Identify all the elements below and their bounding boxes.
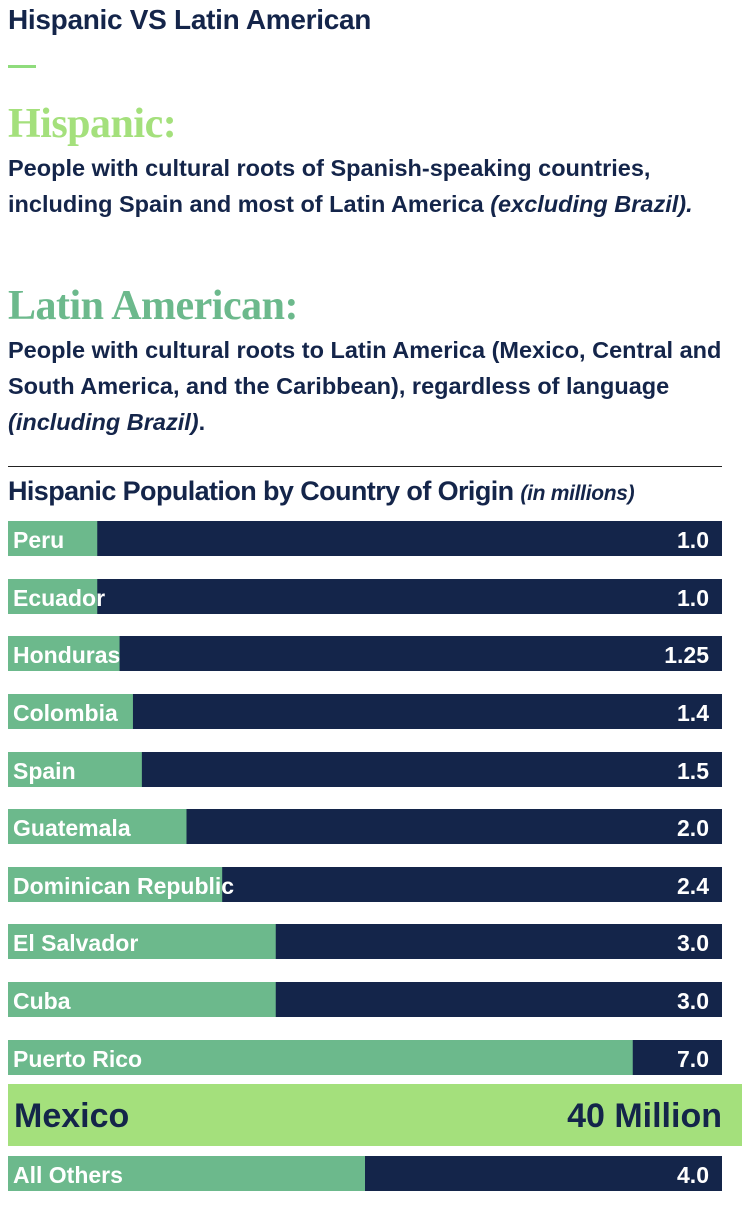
bar-honduras [8, 636, 120, 671]
bar-value-peru: 1.0 [677, 527, 709, 553]
latin-american-heading: Latin American: [8, 283, 298, 329]
bar-ecuador [8, 579, 98, 614]
bar-all-others [8, 1156, 365, 1191]
bar-label-colombia: Colombia [13, 700, 118, 726]
page-title: Hispanic VS Latin American [8, 4, 372, 35]
accent-dash [8, 65, 36, 68]
bar-value-mexico: 40 Million [567, 1097, 722, 1135]
latin-american-definition: People with cultural roots to Latin Amer… [8, 332, 728, 440]
bar-value-el-salvador: 3.0 [677, 930, 709, 956]
bar-label-all-others: All Others [13, 1162, 123, 1188]
hispanic-heading: Hispanic: [8, 101, 177, 147]
bar-value-spain: 1.5 [677, 758, 709, 784]
bar-colombia [8, 694, 133, 729]
bar-value-dominican-republic: 2.4 [677, 873, 709, 899]
bar-value-all-others: 4.0 [677, 1162, 709, 1188]
bar-label-cuba: Cuba [13, 988, 71, 1014]
bar-peru [8, 521, 98, 556]
bar-label-puerto-rico: Puerto Rico [13, 1046, 142, 1072]
section-divider [8, 466, 722, 467]
latin-american-definition-period: . [198, 409, 206, 435]
bar-track-peru [8, 521, 722, 556]
chart-unit-label: (in millions) [520, 482, 635, 505]
bar-el-salvador [8, 924, 276, 959]
bar-value-guatemala: 2.0 [677, 815, 709, 841]
bar-label-spain: Spain [13, 758, 76, 784]
bar-puerto-rico [8, 1040, 633, 1075]
bar-label-dominican-republic: Dominican Republic [13, 873, 234, 899]
bar-label-honduras: Honduras [13, 642, 120, 668]
bar-guatemala [8, 809, 187, 844]
bar-value-colombia: 1.4 [677, 700, 709, 726]
bar-value-cuba: 3.0 [677, 988, 709, 1014]
bar-value-puerto-rico: 7.0 [677, 1046, 709, 1072]
chart-title-text: Hispanic Population by Country of Origin [8, 476, 514, 506]
chart-title: Hispanic Population by Country of Origin… [8, 476, 635, 507]
bar-label-peru: Peru [13, 527, 64, 553]
bar-value-ecuador: 1.0 [677, 585, 709, 611]
latin-american-definition-text: People with cultural roots to Latin Amer… [8, 337, 722, 399]
bar-track-ecuador [8, 579, 722, 614]
bar-label-ecuador: Ecuador [13, 585, 105, 611]
bar-dominican-republic [8, 867, 223, 902]
bar-track-honduras [8, 636, 722, 671]
bar-label-el-salvador: El Salvador [13, 930, 138, 956]
bar-cuba [8, 982, 276, 1017]
bar-value-honduras: 1.25 [664, 642, 709, 668]
hispanic-definition-text: People with cultural roots of Spanish-sp… [8, 155, 651, 217]
bar-label-guatemala: Guatemala [13, 815, 131, 841]
latin-american-definition-note: (including Brazil) [8, 409, 199, 435]
bar-mexico [8, 1084, 742, 1146]
bar-spain [8, 752, 142, 787]
hispanic-definition: People with cultural roots of Spanish-sp… [8, 150, 728, 222]
bar-label-mexico: Mexico [14, 1097, 129, 1135]
hispanic-definition-note: (excluding Brazil). [490, 191, 693, 217]
